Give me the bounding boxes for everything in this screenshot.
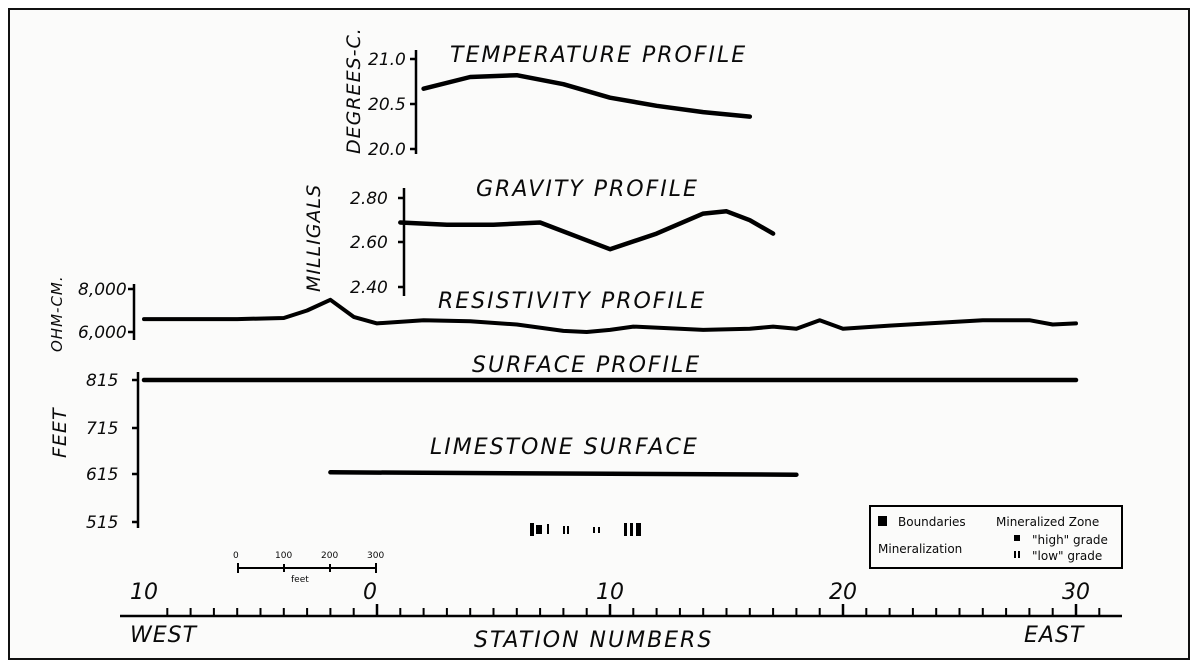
scale-label-300: 300 xyxy=(367,551,384,561)
temperature-tick-label-2: 20.5 xyxy=(368,95,406,115)
low-grade-mark xyxy=(547,524,549,534)
mineralization-marks xyxy=(530,523,641,536)
boundary-mark xyxy=(624,523,627,536)
legend-low-grade-symbol xyxy=(1018,551,1020,558)
station-axis-west-label: WEST xyxy=(130,623,198,648)
feet-tick-label-3: 615 xyxy=(86,465,118,485)
high-grade-mark xyxy=(636,523,641,536)
legend-border xyxy=(869,505,1123,569)
temperature-tick-label-3: 20.0 xyxy=(368,140,406,160)
feet-tick-label-4: 515 xyxy=(86,513,118,533)
low-grade-mark xyxy=(563,526,565,534)
low-grade-mark xyxy=(593,527,595,533)
temperature-y-label: DEGREES-C. xyxy=(343,27,365,154)
resistivity-y-label: OHM-CM. xyxy=(48,275,66,352)
station-axis-title: STATION NUMBERS xyxy=(474,628,713,653)
legend-box: Boundaries Mineralized Zone Mineralizati… xyxy=(869,505,1123,569)
legend-mineralization-label: Mineralization xyxy=(878,542,962,556)
resistivity-tick-label-1: 8,000 xyxy=(78,280,127,300)
feet-tick-label-2: 715 xyxy=(86,419,118,439)
station-tick-label: 30 xyxy=(1062,580,1090,605)
legend-high-grade-label: "high" grade xyxy=(1032,533,1108,547)
feet-y-label: FEET xyxy=(49,407,71,458)
low-grade-mark xyxy=(598,527,600,533)
gravity-tick-label-3: 2.40 xyxy=(350,278,388,298)
high-grade-mark xyxy=(536,525,542,534)
station-tick-label: 0 xyxy=(363,580,377,605)
station-x-ticks: 10 0 10 20 30 xyxy=(130,580,1101,616)
limestone-surface-title: LIMESTONE SURFACE xyxy=(430,435,699,460)
gravity-profile-title: GRAVITY PROFILE xyxy=(476,177,699,202)
gravity-tick-label-1: 2.80 xyxy=(350,189,388,209)
legend-low-grade-label: "low" grade xyxy=(1032,549,1102,563)
station-axis-east-label: EAST xyxy=(1024,623,1085,648)
legend-high-grade-symbol xyxy=(1014,535,1020,541)
limestone-series-line xyxy=(328,470,799,477)
scale-label-0: 0 xyxy=(233,551,239,561)
station-tick-label: 20 xyxy=(829,580,857,605)
station-tick-label: 10 xyxy=(130,580,158,605)
temperature-tick-label-1: 21.0 xyxy=(368,50,406,70)
resistivity-profile-title: RESISTIVITY PROFILE xyxy=(438,289,706,314)
scale-label-100: 100 xyxy=(275,551,292,561)
gravity-series-line xyxy=(398,209,776,252)
boundary-mark xyxy=(630,523,633,536)
station-tick-label: 10 xyxy=(596,580,624,605)
gravity-y-label: MILLIGALS xyxy=(303,184,325,292)
geophysical-profiles-chart: TEMPERATURE PROFILE GRAVITY PROFILE RESI… xyxy=(48,27,1123,653)
temperature-series-line xyxy=(421,72,753,119)
resistivity-tick-label-2: 6,000 xyxy=(78,323,127,343)
resistivity-series-line xyxy=(142,297,1078,334)
scale-unit-label: feet xyxy=(291,575,309,585)
temperature-profile-title: TEMPERATURE PROFILE xyxy=(450,43,747,68)
legend-boundary-symbol xyxy=(878,516,887,526)
legend-boundaries-label: Boundaries xyxy=(898,515,966,529)
distance-scale-bar: 0 100 200 300 feet xyxy=(233,551,384,585)
feet-tick-label-1: 815 xyxy=(86,371,118,391)
gravity-tick-label-2: 2.60 xyxy=(350,233,388,253)
boundary-mark xyxy=(530,523,534,536)
legend-low-grade-symbol xyxy=(1014,551,1016,558)
scale-label-200: 200 xyxy=(321,551,338,561)
surface-profile-title: SURFACE PROFILE xyxy=(472,353,701,378)
legend-mineralized-zone-label: Mineralized Zone xyxy=(996,515,1099,529)
low-grade-mark xyxy=(567,526,569,534)
figure-frame: TEMPERATURE PROFILE GRAVITY PROFILE RESI… xyxy=(8,8,1190,660)
